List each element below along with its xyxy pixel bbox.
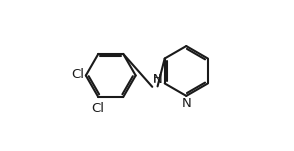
Text: H: H xyxy=(153,74,161,84)
Text: Cl: Cl xyxy=(71,68,84,81)
Text: Cl: Cl xyxy=(91,102,104,115)
Text: N: N xyxy=(181,97,191,110)
Text: N: N xyxy=(152,73,162,86)
